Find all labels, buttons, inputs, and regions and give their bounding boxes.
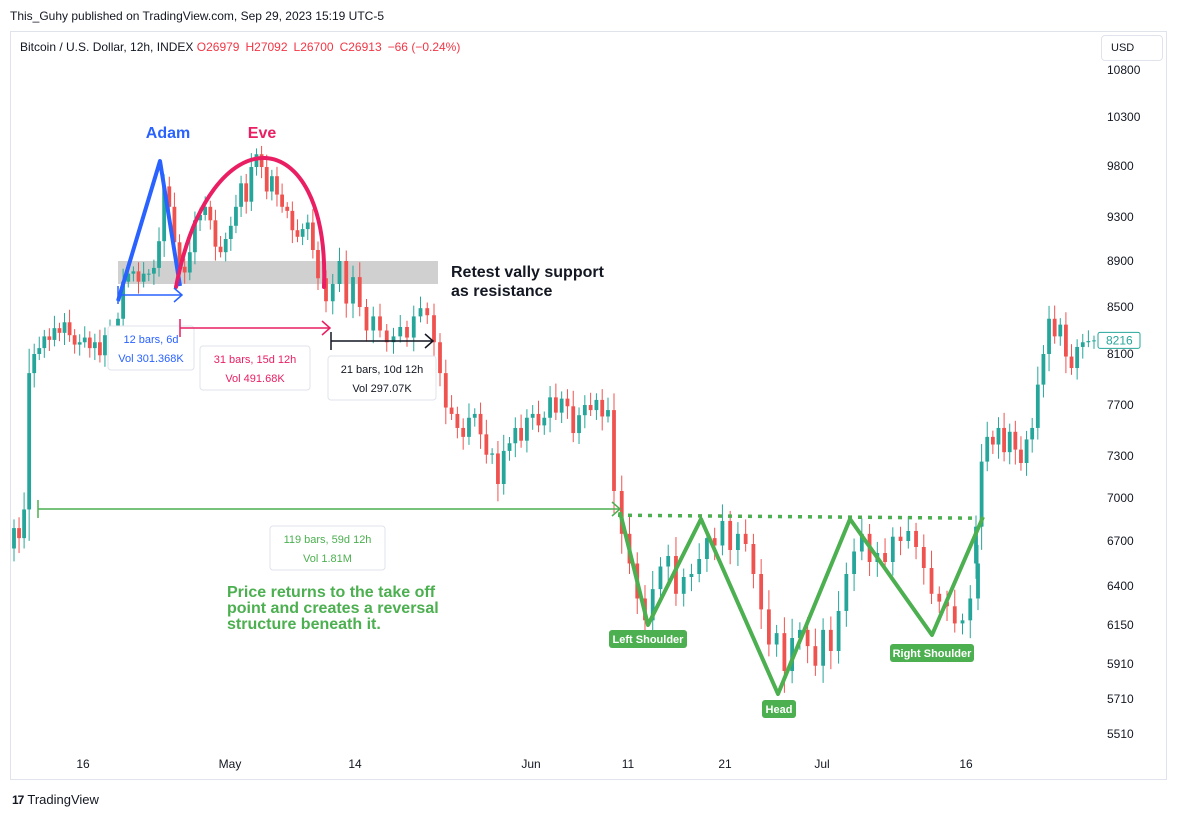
currency-button[interactable]: USD (1101, 35, 1163, 61)
legend-close-label: C (339, 40, 349, 54)
footer-brand: 17 TradingView (12, 792, 99, 807)
legend-open-label: O (196, 40, 207, 54)
chart-frame (10, 31, 1167, 780)
legend-change: −66 (−0.24%) (387, 40, 461, 54)
tradingview-logo-icon: 17 (12, 792, 24, 807)
symbol-name: Bitcoin / U.S. Dollar, 12h, INDEX (20, 40, 194, 54)
legend-low-label: L (293, 40, 301, 54)
symbol-legend: Bitcoin / U.S. Dollar, 12h, INDEX O26979… (20, 40, 460, 54)
footer-brand-text: TradingView (27, 792, 99, 807)
legend-high-label: H (245, 40, 255, 54)
legend-open: 26979 (206, 40, 240, 54)
legend-high: 27092 (254, 40, 288, 54)
published-line: This_Guhy published on TradingView.com, … (10, 9, 385, 23)
legend-close: 26913 (348, 40, 382, 54)
legend-low: 26700 (300, 40, 334, 54)
